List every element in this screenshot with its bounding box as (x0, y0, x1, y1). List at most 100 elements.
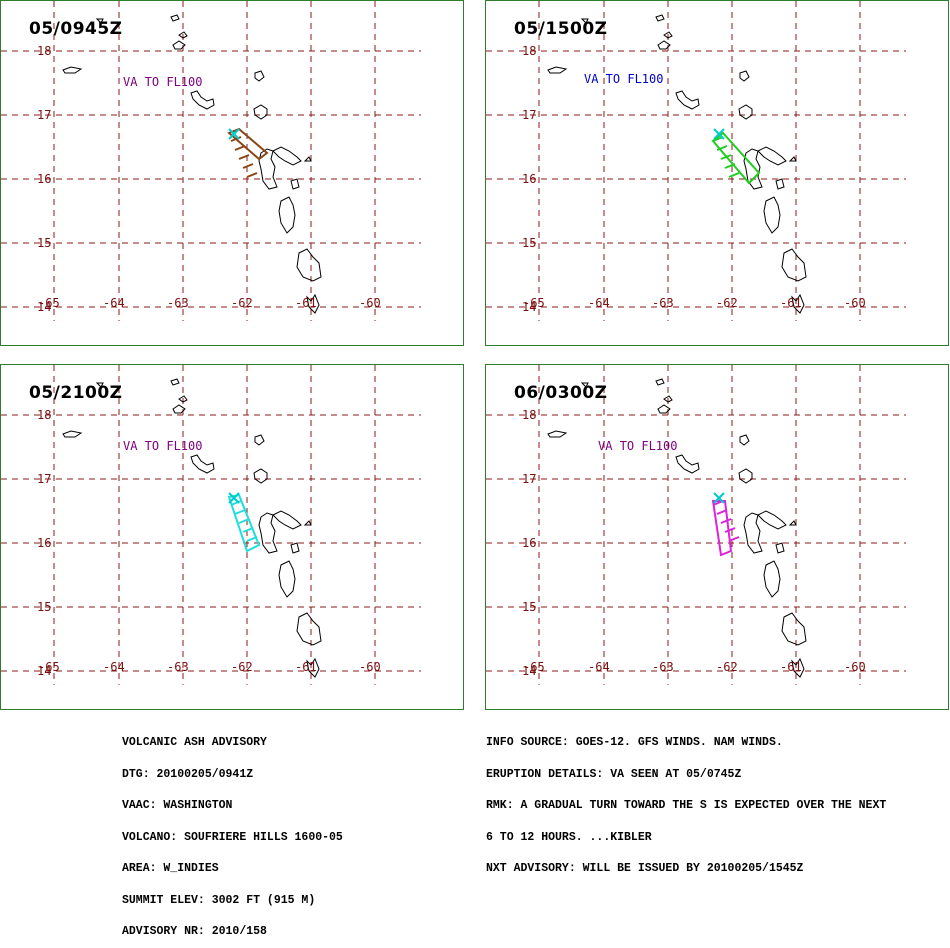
island-outline (675, 90, 700, 110)
ash-hatch (238, 154, 250, 160)
lon-label: -65 (38, 296, 60, 310)
lon-label: -62 (716, 296, 738, 310)
ash-area (227, 127, 269, 161)
lon-label: -60 (359, 296, 381, 310)
ash-hatch (728, 536, 740, 542)
ash-area-group (711, 500, 740, 557)
island-outline (788, 520, 797, 526)
island-outline (757, 146, 787, 166)
island-outline (278, 196, 296, 234)
map-panel-4: 18 17 16 15 14 -65 -64 -63 -62 -61 -60 VA TO FL100 … (485, 364, 949, 710)
advisory-line: SUMMIT ELEV: 3002 FT (915 M) (122, 893, 316, 907)
ash-area (711, 131, 761, 185)
va-label: VA TO FL100 (123, 75, 202, 89)
advisory-line: ADVISORY NR: 2010/158 (122, 925, 267, 938)
lat-label: 15 (522, 600, 536, 614)
island-outline (738, 104, 753, 120)
ash-hatch (728, 172, 740, 178)
lon-label: -65 (523, 296, 545, 310)
volcano-marker (228, 128, 240, 140)
ash-hatch (242, 527, 254, 533)
island-outline (739, 70, 750, 82)
lon-label: -61 (780, 660, 802, 674)
island-outline (190, 90, 215, 110)
island-outline (254, 434, 265, 446)
ash-hatch (234, 145, 246, 151)
lon-label: -60 (844, 296, 866, 310)
island-outline (62, 66, 83, 74)
island-outline (781, 612, 807, 646)
panel-time-1: 05/0945Z (29, 19, 123, 39)
ash-hatch (716, 509, 728, 515)
island-outline (739, 434, 750, 446)
island-outline (258, 148, 278, 190)
volcano-marker (713, 128, 725, 140)
volcano-x (228, 128, 240, 140)
lon-label: -65 (523, 660, 545, 674)
lat-label: 17 (37, 108, 51, 122)
island-outline (547, 66, 568, 74)
lon-label: -63 (167, 296, 189, 310)
island-outline (657, 404, 671, 414)
island-outline (763, 196, 781, 234)
island-outline (290, 178, 300, 190)
va-label: VA TO FL100 (598, 439, 677, 453)
island-outline (306, 657, 320, 678)
island-outline (663, 395, 673, 403)
lat-label: 17 (522, 108, 536, 122)
map-canvas-3: 18 17 16 15 14-65 -64 -63 -62 -61 -60 VA TO FL100 (1, 365, 421, 685)
advisory-line: 6 TO 12 HOURS. ...KIBLER (486, 830, 652, 844)
island-outline (788, 156, 797, 162)
lat-label: 18 (37, 408, 51, 422)
ash-hatch (246, 172, 258, 178)
lon-label: -65 (38, 660, 60, 674)
island-outline (738, 468, 753, 484)
advisory-left-text: VOLCANIC ASH ADVISORY DTG: 20100205/0941… (122, 717, 343, 948)
lat-label: 16 (522, 536, 536, 550)
map-panel-1: 18 17 16 15 14 -65 -64 -63 -62 -61 -60 VA TO FL100 … (0, 0, 464, 346)
island-outline (775, 542, 785, 554)
map-canvas-1: 18 17 16 15 14-65 -64 -63 -62 -61 -60 VA TO FL100 (1, 1, 421, 321)
island-outline (655, 378, 665, 386)
lat-label: 16 (37, 536, 51, 550)
island-outline (303, 156, 312, 162)
map-canvas-4: 18 17 16 15 14-65 -64 -63 -62 -61 -60 VA TO FL100 (486, 365, 906, 685)
island-outline (254, 70, 265, 82)
island-outline (170, 378, 180, 386)
island-outline (178, 31, 188, 39)
island-outline (172, 404, 186, 414)
advisory-line: VOLCANIC ASH ADVISORY (122, 736, 267, 749)
lat-label: 15 (37, 236, 51, 250)
lon-label: -61 (295, 296, 317, 310)
map-panel-3: 18 17 16 15 14 -65 -64 -63 -62 -61 -60 VA TO FL100 … (0, 364, 464, 710)
ash-hatch (234, 509, 246, 515)
island-outline (296, 248, 322, 282)
island-outline (290, 542, 300, 554)
island-outline (172, 40, 186, 50)
map-panel-2: 18 17 16 15 14 -65 -64 -63 -62 -61 -60 VA TO FL100 … (485, 0, 949, 346)
island-outline (272, 146, 302, 166)
lon-label: -63 (167, 660, 189, 674)
lat-label: 18 (522, 44, 536, 58)
island-outline (306, 293, 320, 314)
lon-label: -62 (231, 660, 253, 674)
island-outline (655, 14, 665, 22)
lat-label: 14 (37, 300, 51, 314)
lat-label: 14 (522, 300, 536, 314)
island-outline (547, 430, 568, 438)
advisory-right-text: INFO SOURCE: GOES-12. GFS WINDS. NAM WIN… (486, 717, 886, 885)
lon-label: -61 (295, 660, 317, 674)
island-outline (763, 560, 781, 598)
island-outline (253, 468, 268, 484)
island-outline (781, 248, 807, 282)
ash-area (711, 500, 733, 557)
island-outline (303, 520, 312, 526)
lon-label: -64 (103, 660, 125, 674)
island-outline (657, 40, 671, 50)
ash-area-group (227, 127, 269, 178)
lon-label: -61 (780, 296, 802, 310)
island-outline (743, 148, 763, 190)
island-outline (278, 560, 296, 598)
advisory-line: VOLCANO: SOUFRIERE HILLS 1600-05 (122, 830, 343, 844)
ash-hatch (230, 500, 242, 506)
